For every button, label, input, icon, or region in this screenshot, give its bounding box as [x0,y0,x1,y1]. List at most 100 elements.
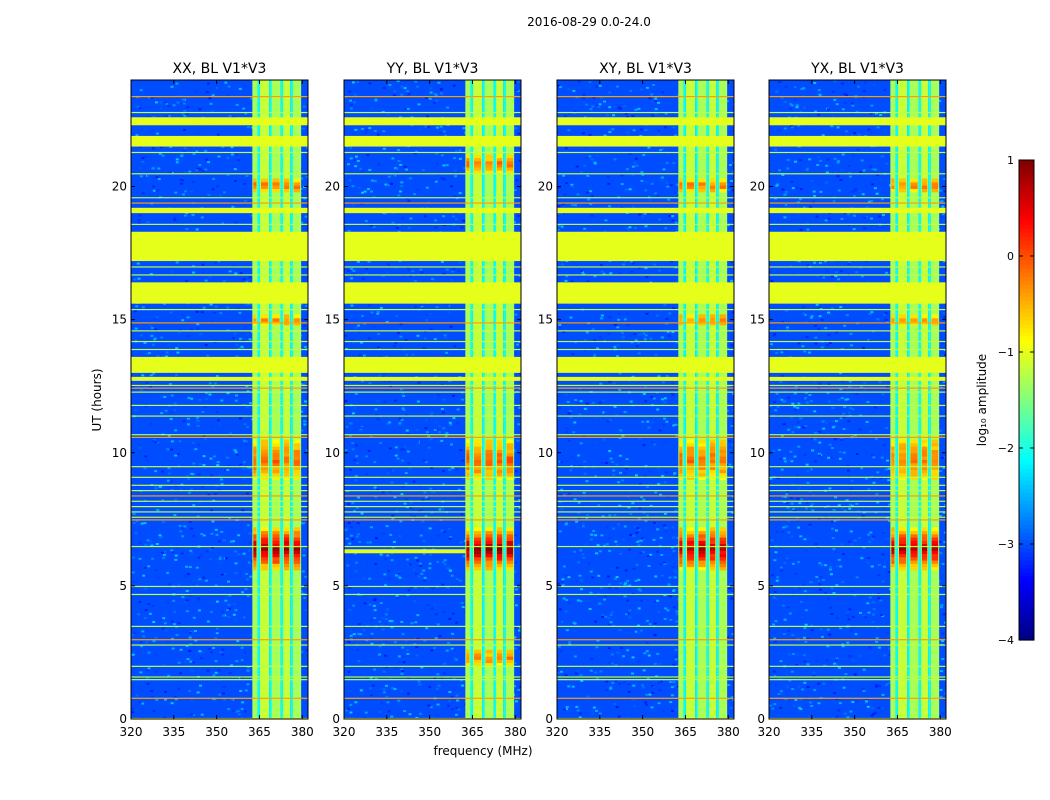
noise-cell [135,694,139,697]
noise-cell [655,568,659,571]
emission-cell [253,178,257,183]
noise-cell [410,501,414,504]
noise-cell [348,468,352,471]
noise-cell [234,609,238,612]
emission-cell [272,456,280,460]
noise-cell [303,400,307,403]
noise-cell [400,185,404,188]
noise-cell [564,115,568,118]
emission-cell [474,659,482,664]
flagged-block [131,231,308,262]
emission-cell [485,160,493,165]
noise-cell [173,695,177,698]
noise-cell [236,157,240,160]
flagged-block [344,717,521,719]
noise-cell [645,641,649,644]
noise-cell [150,276,154,279]
noise-cell [728,587,732,590]
noise-cell [592,529,596,532]
noise-cell [401,669,405,672]
emission-cell [474,472,482,477]
noise-cell [376,488,380,491]
noise-cell [729,715,733,718]
emission-cell [272,452,280,457]
noise-cell [587,198,591,201]
noise-cell [590,194,594,197]
noise-cell [354,561,358,564]
noise-cell [196,327,200,330]
noise-cell [579,600,583,603]
emission-cell [506,163,514,168]
noise-cell [622,681,626,684]
rfi-line [131,434,308,436]
noise-cell [350,277,354,280]
noise-cell [672,424,676,427]
emission-cell [474,560,482,564]
noise-cell [443,530,447,533]
emission-cell [253,566,257,571]
rfi-line [131,697,308,699]
flagged-block [131,282,308,304]
noise-cell [383,573,387,576]
noise-cell [581,525,585,528]
noise-cell [513,189,517,192]
noise-cell [394,454,398,457]
noise-cell [215,533,219,536]
noise-cell [300,318,304,321]
noise-cell [669,487,673,490]
emission-cell [719,476,727,480]
noise-cell [400,181,404,184]
emission-cell [687,533,695,538]
noise-cell [430,649,434,652]
noise-cell [608,418,612,421]
emission-cell [474,662,482,667]
noise-cell [190,527,194,530]
emission-cell [496,649,503,654]
noise-cell [637,607,641,610]
noise-cell [360,512,364,515]
emission-cell [466,652,470,657]
noise-cell [651,100,655,103]
noise-cell [398,190,402,193]
noise-cell [613,577,617,580]
noise-cell [430,411,434,414]
noise-cell [584,224,588,227]
noise-cell [301,654,305,657]
noise-cell [432,101,436,104]
noise-cell [613,345,617,348]
noise-cell [214,671,218,674]
emission-cell [261,563,269,568]
noise-cell [211,188,215,191]
noise-cell [599,670,603,673]
noise-cell [438,508,442,511]
noise-cell [564,279,568,282]
emission-cell [253,563,257,568]
noise-cell [619,646,623,649]
rfi-line [344,697,521,699]
noise-cell [154,101,158,104]
emission-cell [261,543,269,548]
noise-cell [404,639,408,642]
noise-cell [461,544,465,547]
noise-cell [236,640,240,643]
noise-cell [593,162,597,165]
noise-cell [356,81,360,84]
noise-cell [382,147,386,150]
emission-cell [496,656,503,660]
noise-cell [358,540,362,543]
noise-cell [613,158,617,161]
noise-cell [426,498,430,501]
noise-cell [160,412,164,415]
noise-cell [613,513,617,516]
noise-cell [159,101,163,104]
noise-cell [222,280,226,283]
noise-cell [138,541,142,544]
noise-cell [644,225,648,228]
noise-cell [189,549,193,552]
noise-cell [463,604,467,607]
noise-cell [660,336,664,339]
noise-cell [426,126,430,129]
noise-cell [161,499,165,502]
noise-cell [599,382,603,385]
noise-cell [617,715,621,718]
